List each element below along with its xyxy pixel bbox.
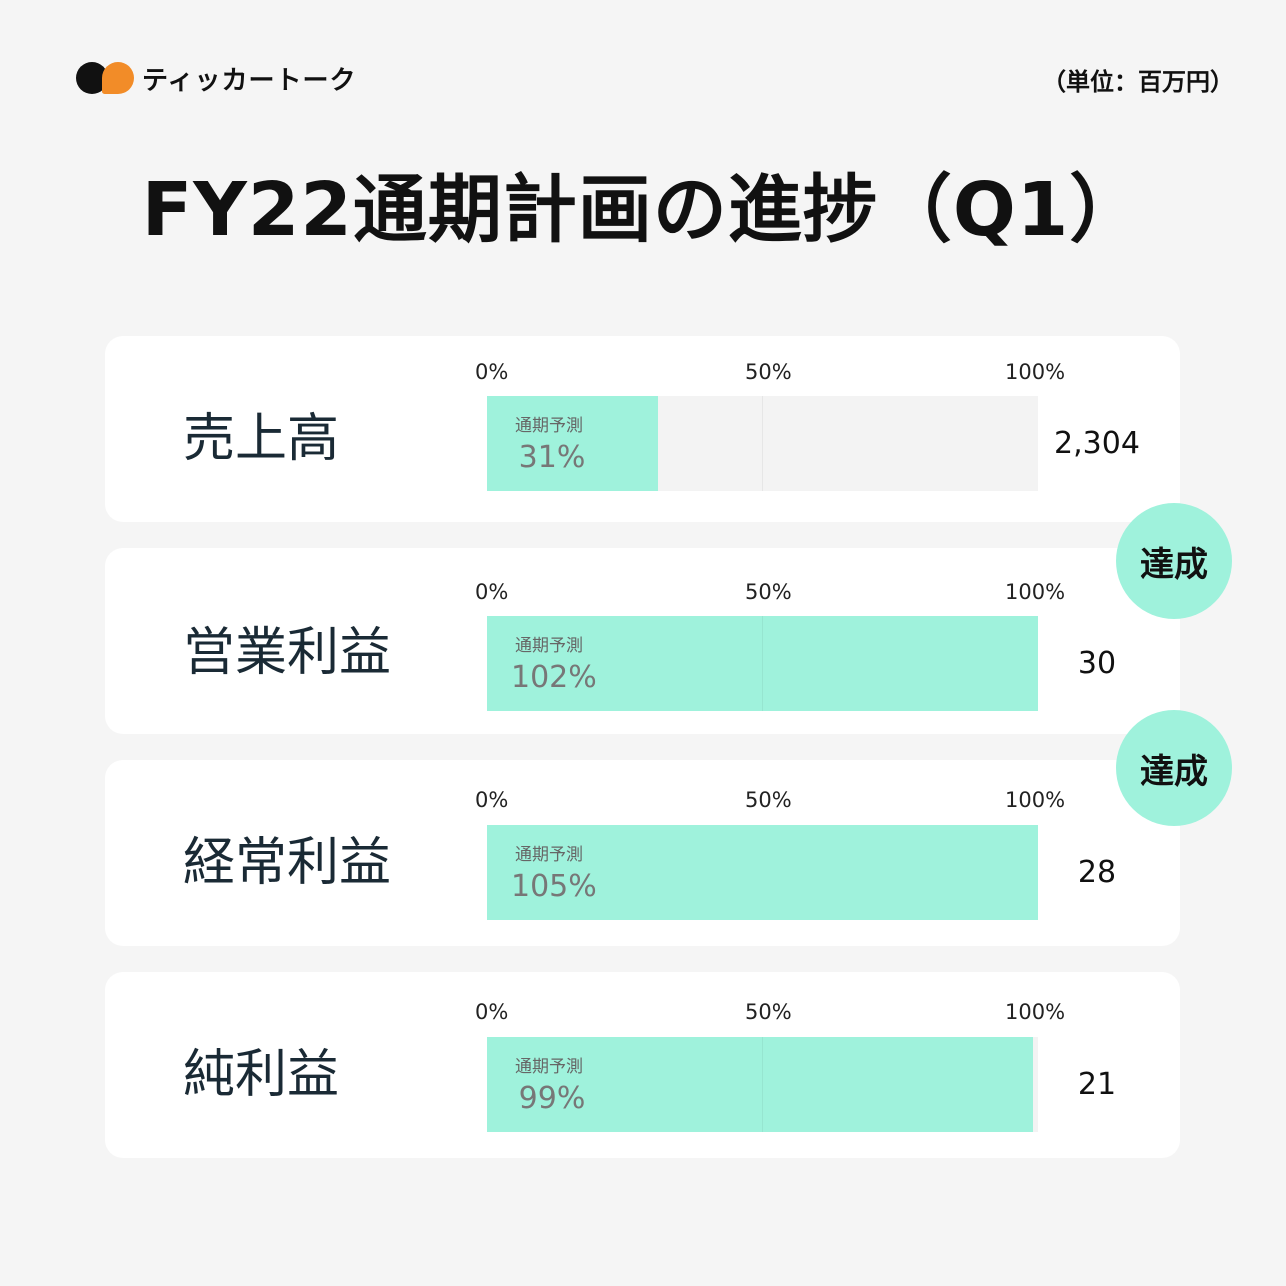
metric-value: 21 xyxy=(1077,1067,1117,1102)
progress-card: 営業利益 0% 50% 100% 通期予測 102% 30 xyxy=(105,548,1180,734)
tick-label: 0% xyxy=(475,788,509,812)
metric-value: 30 xyxy=(1077,646,1117,681)
achieved-badge: 達成 xyxy=(1116,710,1232,826)
progress-bar xyxy=(487,396,658,491)
metric-label: 営業利益 xyxy=(183,623,392,683)
midpoint-line xyxy=(762,616,763,711)
forecast-caption: 通期予測 xyxy=(515,1057,583,1077)
forecast-caption: 通期予測 xyxy=(515,636,583,656)
metric-label: 純利益 xyxy=(183,1045,340,1105)
progress-percent: 31% xyxy=(518,440,586,475)
forecast-caption: 通期予測 xyxy=(515,416,583,436)
progress-track: 通期予測 105% xyxy=(487,825,1038,920)
progress-card: 売上高 0% 50% 100% 通期予測 31% 2,304 xyxy=(105,336,1180,522)
midpoint-line xyxy=(762,1037,763,1132)
progress-card: 純利益 0% 50% 100% 通期予測 99% 21 xyxy=(105,972,1180,1158)
brand-logo: ティッカートーク xyxy=(74,58,356,98)
metric-value: 2,304 xyxy=(1054,426,1140,461)
progress-track: 通期予測 99% xyxy=(487,1037,1038,1132)
progress-bar xyxy=(487,825,1038,920)
tick-label: 100% xyxy=(1005,1000,1066,1024)
logo-icon xyxy=(74,58,136,98)
achieved-badge: 達成 xyxy=(1116,503,1232,619)
tick-label: 50% xyxy=(745,788,792,812)
progress-bar xyxy=(487,616,1038,711)
tick-label: 100% xyxy=(1005,580,1066,604)
page-title: FY22通期計画の進捗（Q1） xyxy=(141,167,1145,253)
metric-label: 売上高 xyxy=(183,409,340,469)
midpoint-line xyxy=(762,396,763,491)
metric-value: 28 xyxy=(1077,855,1117,890)
progress-track: 通期予測 31% xyxy=(487,396,1038,491)
forecast-caption: 通期予測 xyxy=(515,845,583,865)
tick-label: 50% xyxy=(745,360,792,384)
tick-label: 0% xyxy=(475,1000,509,1024)
brand-name: ティッカートーク xyxy=(142,65,357,96)
tick-label: 50% xyxy=(745,580,792,604)
tick-label: 50% xyxy=(745,1000,792,1024)
tick-label: 0% xyxy=(475,580,509,604)
progress-percent: 102% xyxy=(511,660,597,695)
tick-label: 100% xyxy=(1005,788,1066,812)
unit-label: （単位：百万円） xyxy=(1042,68,1234,96)
progress-track: 通期予測 102% xyxy=(487,616,1038,711)
tick-label: 100% xyxy=(1005,360,1066,384)
progress-bar xyxy=(487,1037,1033,1132)
progress-card: 経常利益 0% 50% 100% 通期予測 105% 28 xyxy=(105,760,1180,946)
tick-label: 0% xyxy=(475,360,509,384)
metric-label: 経常利益 xyxy=(183,833,392,893)
progress-percent: 99% xyxy=(518,1081,586,1116)
progress-percent: 105% xyxy=(511,869,597,904)
